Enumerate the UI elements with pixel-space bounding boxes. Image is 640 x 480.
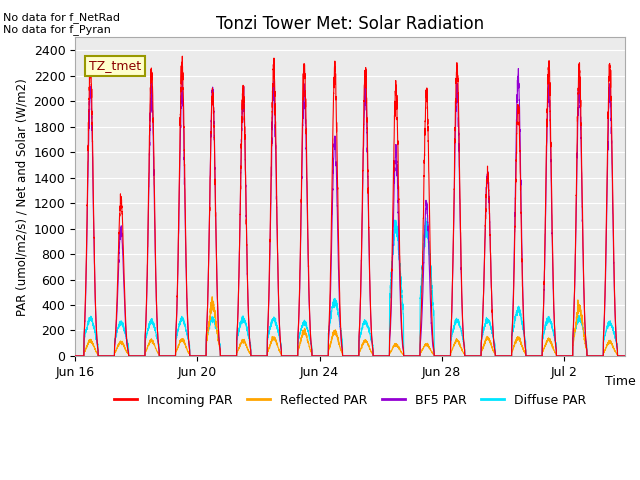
Y-axis label: PAR (umol/m2/s) / Net and Solar (W/m2): PAR (umol/m2/s) / Net and Solar (W/m2): [15, 78, 28, 315]
Text: No data for f_NetRad
No data for f_Pyran: No data for f_NetRad No data for f_Pyran: [3, 12, 120, 36]
Legend: Incoming PAR, Reflected PAR, BF5 PAR, Diffuse PAR: Incoming PAR, Reflected PAR, BF5 PAR, Di…: [109, 389, 591, 412]
Title: Tonzi Tower Met: Solar Radiation: Tonzi Tower Met: Solar Radiation: [216, 15, 484, 33]
Text: TZ_tmet: TZ_tmet: [89, 60, 141, 72]
X-axis label: Time: Time: [605, 375, 636, 388]
